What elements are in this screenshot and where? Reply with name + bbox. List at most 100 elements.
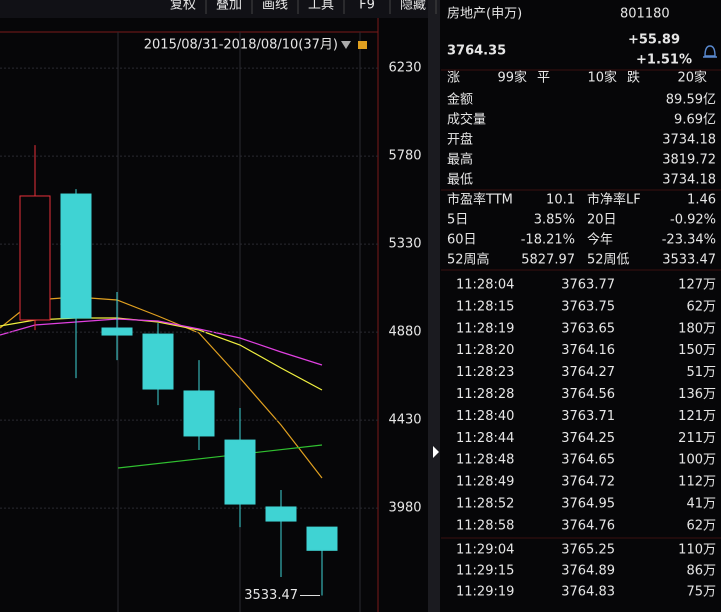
tick-volume: 112万 xyxy=(678,475,716,490)
y-tick-label: 5330 xyxy=(388,237,421,252)
stat-label: 今年 xyxy=(587,232,613,248)
tick-volume: 75万 xyxy=(686,585,716,600)
stat-label: 52周高 xyxy=(447,252,490,268)
tick-volume: 121万 xyxy=(678,409,716,424)
stat-label: 市净率LF xyxy=(587,192,641,208)
index-name: 房地产(申万) xyxy=(447,6,522,22)
toolbar xyxy=(0,0,428,18)
stat-value: -18.21% xyxy=(521,233,575,248)
tick-price: 3764.72 xyxy=(561,475,615,490)
toolbar-button[interactable]: 隐藏 xyxy=(400,0,426,13)
tick-time: 11:28:23 xyxy=(456,365,514,380)
toolbar-button[interactable]: 画线 xyxy=(262,0,288,13)
tick-price: 3763.75 xyxy=(561,299,615,314)
tick-time: 11:28:04 xyxy=(456,278,514,293)
tick-time: 11:28:52 xyxy=(456,497,514,512)
range-dropdown[interactable] xyxy=(341,41,351,49)
stat-label: 市盈率TTM xyxy=(447,192,513,208)
change: +55.89 xyxy=(628,33,680,48)
stat-value: 5827.97 xyxy=(521,253,575,268)
breadth-label: 跌 xyxy=(627,70,640,86)
candle-body xyxy=(142,333,174,390)
stat-label: 5日 xyxy=(447,213,468,228)
stat-value: 10.1 xyxy=(546,193,575,208)
tick-price: 3764.65 xyxy=(561,453,615,468)
tick-time: 11:28:19 xyxy=(456,321,514,336)
tick-volume: 127万 xyxy=(678,278,716,293)
tick-volume: 110万 xyxy=(678,543,716,558)
quote-label: 开盘 xyxy=(447,132,473,148)
tick-volume: 100万 xyxy=(678,453,716,468)
change-pct: +1.51% xyxy=(636,53,692,68)
quote-value: 3734.18 xyxy=(662,133,716,148)
stat-value: -23.34% xyxy=(662,233,716,248)
tick-price: 3764.25 xyxy=(561,431,615,446)
tick-volume: 211万 xyxy=(678,431,716,446)
candle-body xyxy=(183,390,215,437)
quote-value: 9.69亿 xyxy=(674,113,716,128)
tick-price: 3764.89 xyxy=(561,564,615,579)
y-tick-label: 4880 xyxy=(388,325,421,340)
quote-label: 最低 xyxy=(447,173,473,188)
tick-time: 11:28:20 xyxy=(456,343,514,358)
quote-value: 3819.72 xyxy=(662,153,716,168)
tick-time: 11:29:15 xyxy=(456,564,514,579)
tick-price: 3764.83 xyxy=(561,585,615,600)
tick-time: 11:28:44 xyxy=(456,431,514,446)
tick-price: 3763.71 xyxy=(561,409,615,424)
breadth-label: 涨 xyxy=(447,71,460,86)
splitter[interactable] xyxy=(428,0,440,612)
index-code: 801180 xyxy=(620,7,670,22)
tick-volume: 41万 xyxy=(686,497,716,512)
range-label: 2015/08/31-2018/08/10(37月) xyxy=(144,38,338,53)
candle-body xyxy=(60,193,92,319)
breadth-label: 平 xyxy=(537,71,550,86)
tick-time: 11:28:15 xyxy=(456,299,514,314)
stat-label: 20日 xyxy=(587,213,617,228)
breadth-value: 10家 xyxy=(587,70,617,86)
stat-value: 3533.47 xyxy=(662,253,716,268)
tick-time: 11:28:48 xyxy=(456,453,514,468)
tick-volume: 180万 xyxy=(678,321,716,336)
ma-line xyxy=(0,318,323,366)
quote-value: 89.59亿 xyxy=(666,93,716,108)
candle-body xyxy=(101,327,133,336)
tick-time: 11:29:19 xyxy=(456,585,514,600)
expand-arrow[interactable] xyxy=(433,446,439,458)
tick-volume: 62万 xyxy=(686,299,716,314)
quote-label: 金额 xyxy=(447,92,473,108)
tick-time: 11:29:04 xyxy=(456,543,514,558)
tick-price: 3763.77 xyxy=(561,278,615,293)
tick-time: 11:28:49 xyxy=(456,475,514,490)
tick-volume: 150万 xyxy=(678,343,716,358)
toolbar-button[interactable]: 复权 xyxy=(170,0,196,13)
tick-time: 11:28:40 xyxy=(456,409,514,424)
y-tick-label: 5780 xyxy=(388,149,421,164)
y-tick-label: 6230 xyxy=(388,61,421,76)
tick-time: 11:28:58 xyxy=(456,518,514,533)
breadth-value: 20家 xyxy=(677,70,707,86)
tick-price: 3764.56 xyxy=(561,387,615,402)
stat-label: 60日 xyxy=(447,233,477,248)
tick-price: 3764.27 xyxy=(561,365,615,380)
breadth-value: 99家 xyxy=(497,70,527,86)
alert-icon[interactable] xyxy=(703,45,717,58)
candle-body xyxy=(265,506,297,522)
tick-volume: 136万 xyxy=(678,387,716,402)
candle-body xyxy=(306,526,338,551)
lock-icon[interactable] xyxy=(358,41,367,49)
trend-line xyxy=(117,444,323,469)
stat-label: 52周低 xyxy=(587,253,630,268)
toolbar-button[interactable]: 工具 xyxy=(308,0,334,13)
toolbar-button[interactable]: 叠加 xyxy=(216,0,242,13)
tick-time: 11:28:28 xyxy=(456,387,514,402)
tick-price: 3764.76 xyxy=(561,518,615,533)
tick-price: 3763.65 xyxy=(561,321,615,336)
low-label: 3533.47 xyxy=(244,588,298,603)
toolbar-button[interactable]: F9 xyxy=(359,0,375,13)
tick-price: 3764.95 xyxy=(561,497,615,512)
candle-body xyxy=(224,439,256,505)
stat-value: -0.92% xyxy=(670,213,716,228)
tick-price: 3764.16 xyxy=(561,343,615,358)
